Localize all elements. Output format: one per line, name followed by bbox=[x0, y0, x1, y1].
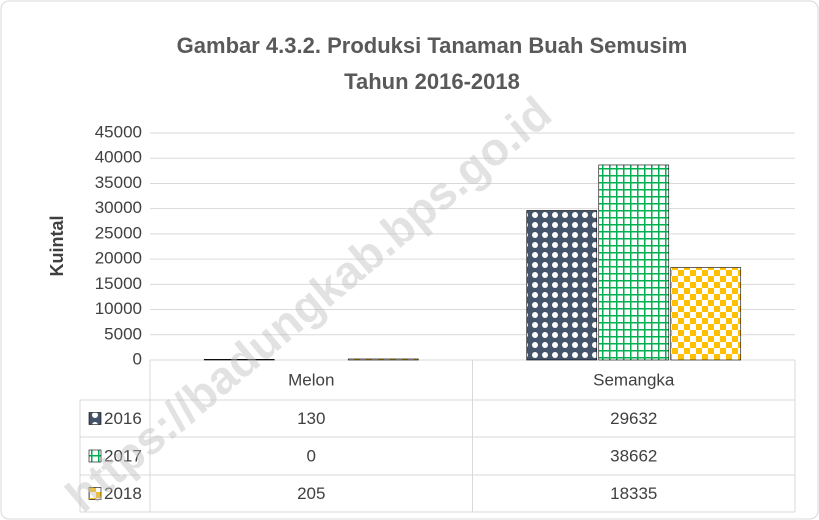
table-value: 130 bbox=[297, 409, 325, 428]
table-value: 0 bbox=[307, 446, 316, 465]
bar bbox=[203, 359, 275, 361]
bar bbox=[598, 164, 670, 361]
y-tick-label: 25000 bbox=[95, 223, 142, 242]
bar bbox=[526, 210, 598, 361]
legend-label: 2016 bbox=[104, 409, 142, 428]
legend-key bbox=[88, 412, 102, 425]
chart-title: Gambar 4.3.2. Produksi Tanaman Buah Semu… bbox=[177, 33, 688, 58]
y-tick-label: 5000 bbox=[104, 324, 142, 343]
y-tick-label: 30000 bbox=[95, 198, 142, 217]
y-tick-label: 10000 bbox=[95, 299, 142, 318]
x-tick-label: Semangka bbox=[593, 370, 675, 389]
table-value: 205 bbox=[297, 484, 325, 503]
legend-key bbox=[88, 487, 102, 500]
y-tick-label: 35000 bbox=[95, 173, 142, 192]
table-value: 29632 bbox=[610, 409, 657, 428]
y-axis-label: Kuintal bbox=[47, 216, 67, 277]
chart-subtitle: Tahun 2016-2018 bbox=[344, 69, 520, 94]
legend-key bbox=[88, 449, 102, 463]
y-tick-label: 15000 bbox=[95, 274, 142, 293]
table-value: 38662 bbox=[610, 446, 657, 465]
table-value: 18335 bbox=[610, 484, 657, 503]
bar bbox=[347, 358, 419, 361]
y-tick-label: 0 bbox=[133, 349, 142, 368]
y-tick-label: 20000 bbox=[95, 249, 142, 268]
x-tick-label: Melon bbox=[288, 370, 334, 389]
y-tick-label: 40000 bbox=[95, 148, 142, 167]
legend-label: 2018 bbox=[104, 484, 142, 503]
legend-label: 2017 bbox=[104, 446, 142, 465]
bar bbox=[670, 267, 742, 361]
y-tick-label: 45000 bbox=[95, 122, 142, 141]
